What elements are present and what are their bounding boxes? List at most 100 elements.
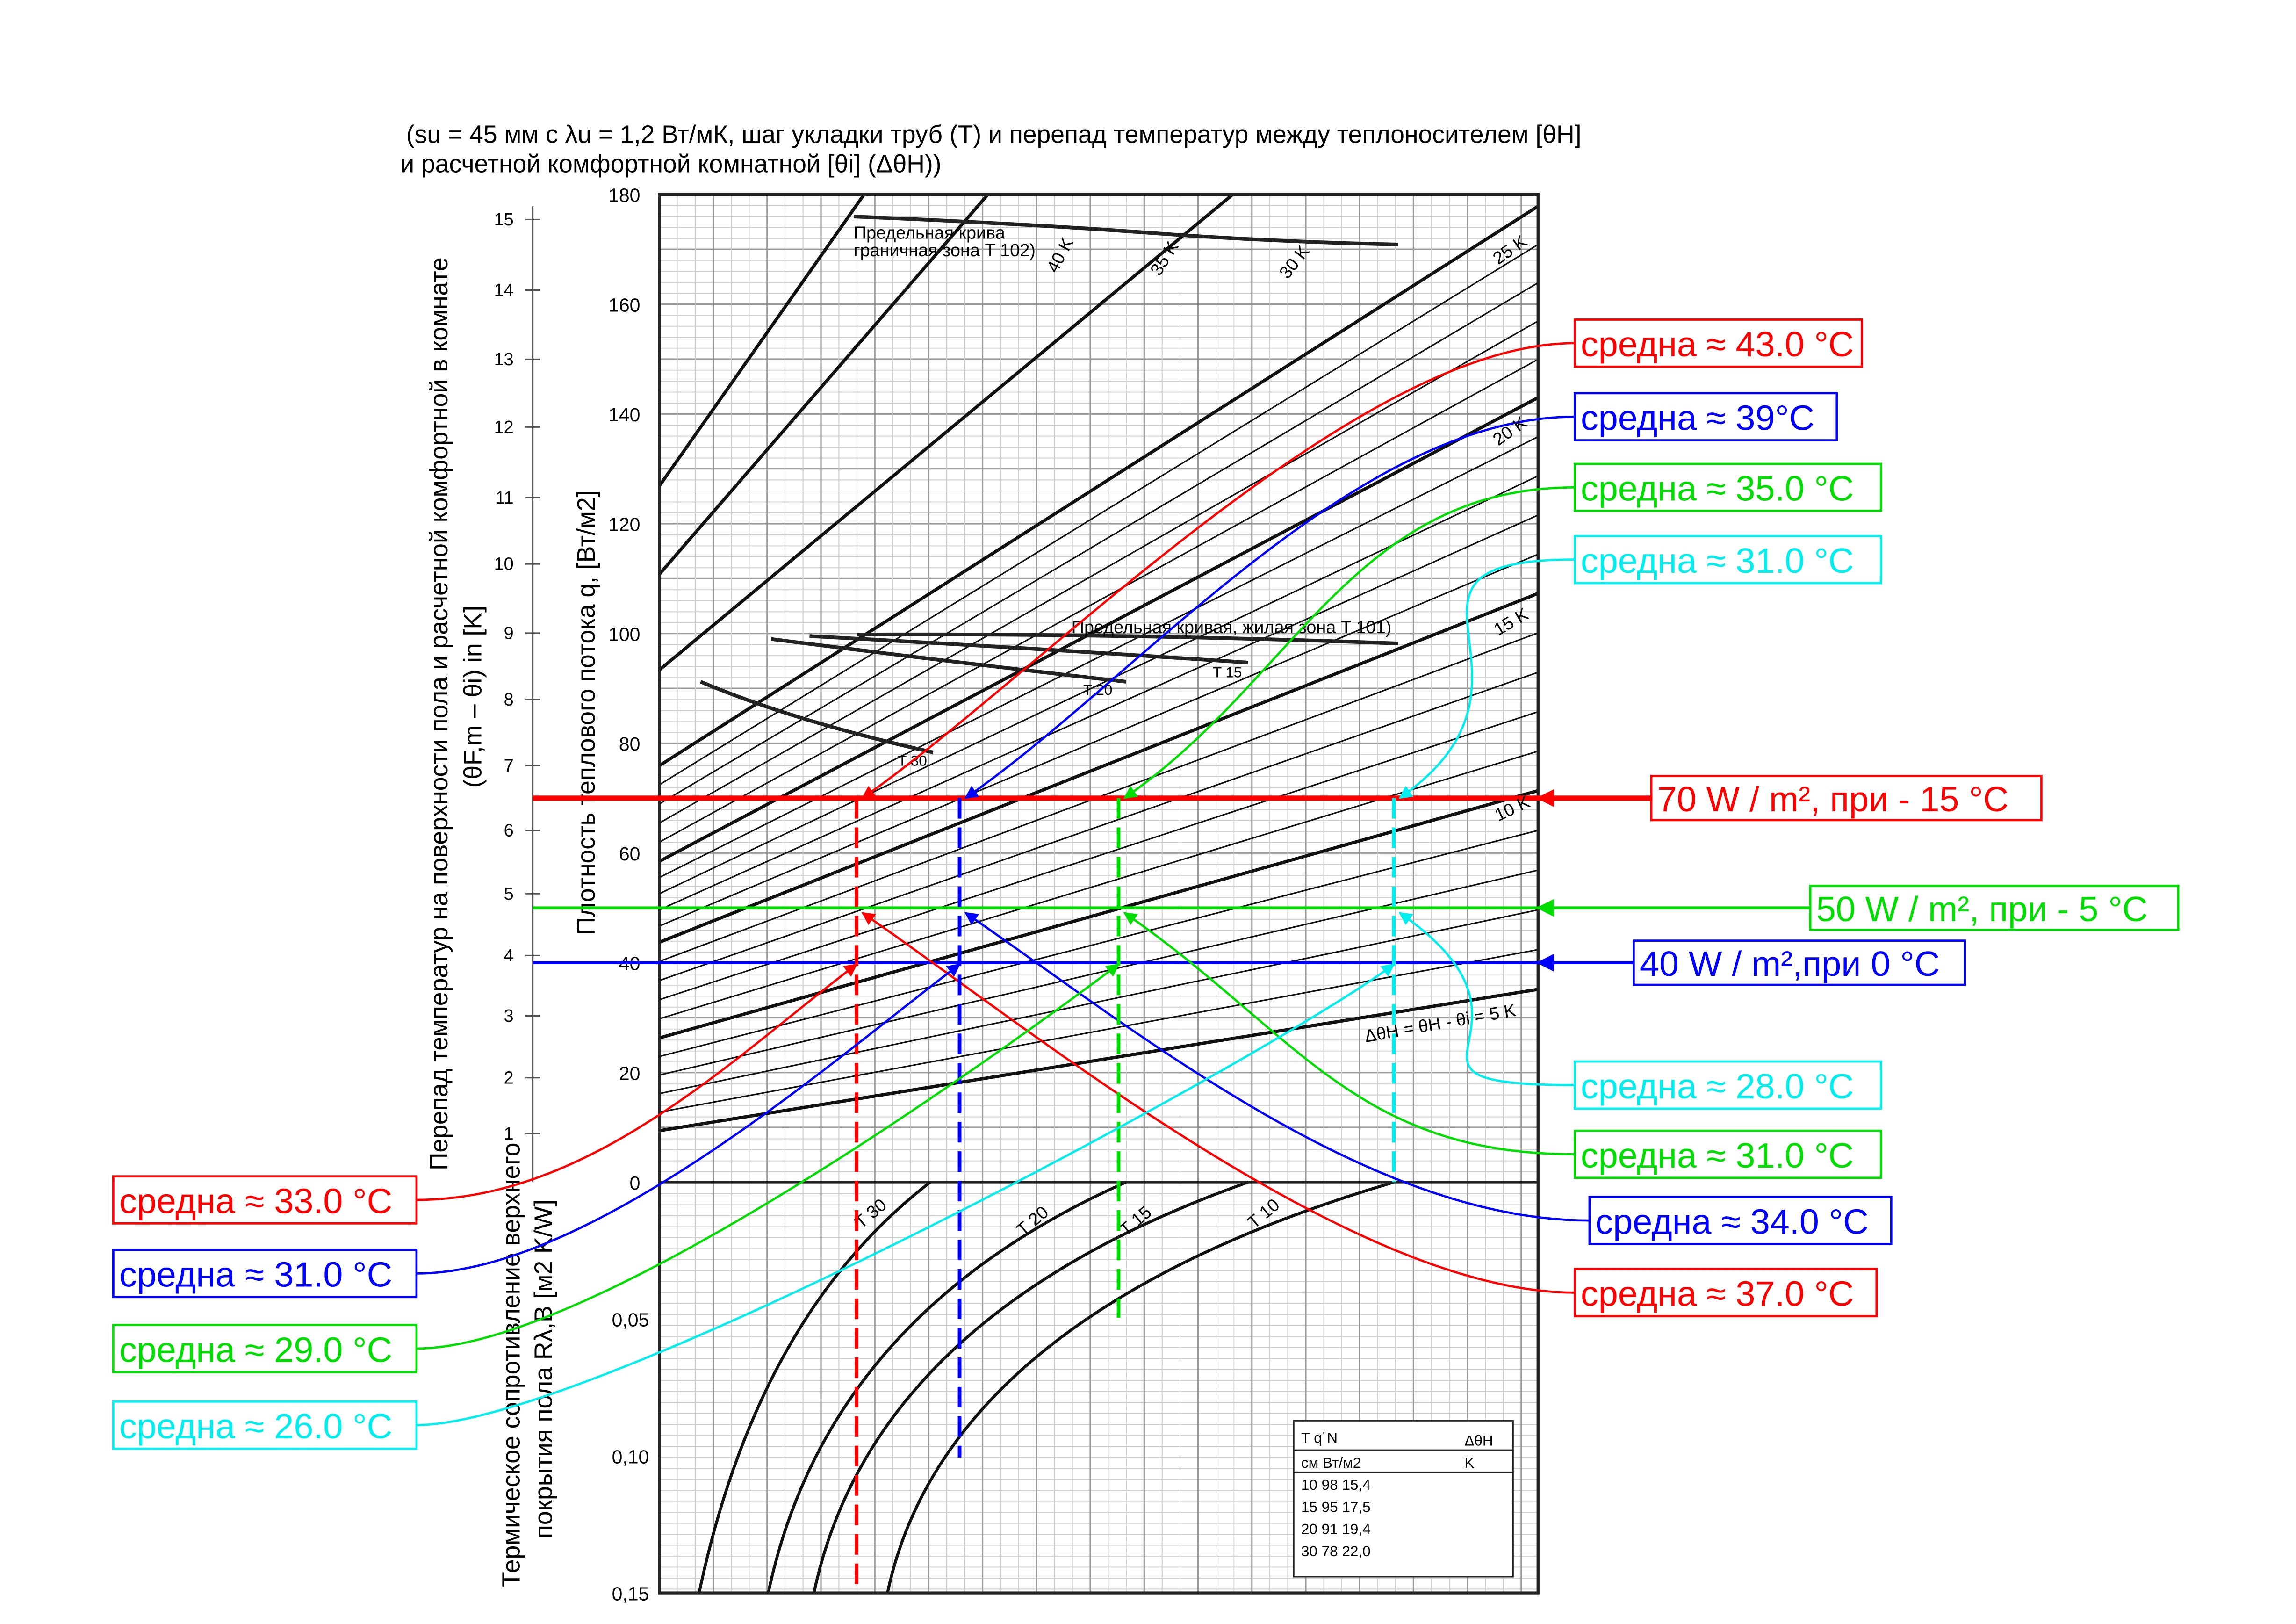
k-tick-label: 3 [504, 1006, 514, 1026]
temperature-label-box [1574, 1268, 1878, 1318]
temperature-label: средна ≈ 39°C [1581, 399, 1814, 438]
table-row: 30 78 22,0 [1301, 1543, 1371, 1559]
k-tick-label: 10 [494, 555, 514, 574]
temperature-label: средна ≈ 35.0 °C [1581, 469, 1854, 509]
delta-line-thick [659, 194, 866, 487]
table-header-delta: ΔθH [1464, 1433, 1493, 1449]
q-tick-label: 180 [608, 185, 640, 206]
delta-line-label: 25 K [1490, 231, 1531, 268]
temperature-callout-curve [416, 963, 858, 1201]
temperature-callout-curve [964, 415, 1575, 799]
temperature-label-box [1574, 392, 1838, 441]
temperature-label: средна ≈ 31.0 °C [119, 1256, 392, 1295]
operating-label-box [1809, 884, 2180, 931]
delta-line-thin [659, 282, 1538, 805]
temperature-label: средна ≈ 43.0 °C [1581, 325, 1854, 364]
r-tick-label: 0,15 [612, 1583, 649, 1604]
limit-boundary-label-1: Предельная крива [854, 223, 1005, 243]
k-tick-label: 12 [494, 418, 514, 437]
temperature-label: средна ≈ 31.0 °C [1581, 1136, 1854, 1176]
r-tick-label: 0,10 [612, 1446, 649, 1468]
pipe-curve-t20 [767, 1181, 1127, 1594]
limit-curve-t20 [771, 637, 1126, 684]
limit-curve-t15 [809, 634, 1248, 664]
k-tick-label: 1 [504, 1124, 514, 1144]
temperature-label: средна ≈ 28.0 °C [1581, 1067, 1854, 1106]
limit-label-t15: T 15 [1213, 664, 1242, 680]
delta-line-thick [659, 988, 1538, 1133]
annotations: 70 W / m², при - 15 °C 50 W / m², при - 5… [112, 318, 2180, 1593]
temperature-label: средна ≈ 34.0 °C [1596, 1202, 1869, 1241]
delta-line-thick [659, 205, 1538, 767]
pipe-curve-t30 [698, 1181, 931, 1594]
temperature-label-box [112, 1175, 418, 1225]
delta-line-thin [659, 244, 1538, 786]
delta-line-thin [659, 436, 1538, 878]
temperature-callout-curve [1123, 912, 1575, 1155]
k-tick-label: 15 [494, 210, 514, 230]
temperature-label: средна ≈ 33.0 °C [119, 1182, 392, 1221]
k-tick-label: 4 [504, 946, 514, 966]
temperature-label: средна ≈ 29.0 °C [119, 1330, 392, 1370]
delta-line-thin [659, 830, 1538, 1057]
k-tick-label: 6 [504, 821, 514, 840]
q-tick-label: 0 [630, 1172, 641, 1194]
temperature-label-box [1574, 1129, 1882, 1179]
r-axis-title-2: покрытия пола Rλ,B [м2 K/W] [530, 1199, 558, 1538]
k-tick-label: 8 [504, 690, 514, 709]
table-unit-k: K [1464, 1455, 1474, 1471]
delta-line-thick [659, 194, 1236, 671]
delta-line-thick [659, 789, 1538, 1040]
table-row: 15 95 17,5 [1301, 1499, 1371, 1515]
temperature-label: средна ≈ 31.0 °C [1581, 541, 1854, 581]
limit-curves [699, 215, 1398, 754]
legend-table: T q˙N ΔθH см Вт/м2 K 10 98 15,4 15 95 17… [1293, 1420, 1514, 1578]
temperature-label: средна ≈ 37.0 °C [1581, 1275, 1854, 1314]
delta-line-thin [659, 359, 1538, 843]
q-tick-label: 80 [619, 733, 641, 755]
delta-line-label: 35 K [1147, 238, 1183, 279]
temperature-label-box [112, 1249, 418, 1299]
k-tick-label: 9 [504, 624, 514, 643]
delta-line-thin [659, 514, 1538, 911]
operating-label: 40 W / m²,при 0 °C [1640, 945, 1940, 984]
temperature-label-box [1574, 1060, 1882, 1110]
r-tick-label: 0,05 [612, 1309, 649, 1331]
table-row: 10 98 15,4 [1301, 1477, 1371, 1493]
k-tick-label: 5 [504, 884, 514, 904]
limit-curve-t10 [857, 632, 1398, 645]
q-tick-label: 100 [608, 623, 640, 645]
temperature-label-box [1574, 534, 1882, 585]
delta-line-thin [659, 320, 1538, 824]
temperature-callout-curve [1398, 912, 1575, 1086]
limit-curve-boundary [853, 215, 1398, 246]
k-tick-label: 7 [504, 756, 514, 776]
pipe-curve-t15 [812, 1181, 1249, 1594]
temperature-callout-curve [1123, 486, 1575, 799]
chart-subtitle-line1: (su = 45 мм с λu = 1,2 Вт/мК, шаг укладк… [406, 121, 1582, 149]
delta-line-thin [659, 553, 1538, 927]
r-axis-title-1: Термическое сопротивление верхнего [497, 1142, 525, 1587]
delta-line-thick [659, 592, 1538, 944]
q-tick-label: 60 [619, 843, 641, 865]
temperature-callout-curve [964, 912, 1590, 1222]
operating-label-box [1650, 775, 2043, 822]
limit-boundary-label-2: граничная зона T 102) [854, 241, 1036, 260]
q-axis-title: Плотность теплового потока q, [Вт/м2] [573, 491, 600, 935]
temperature-label-box [1574, 318, 1863, 368]
delta-line-thin [659, 671, 1538, 982]
operating-label: 70 W / m², при - 15 °C [1657, 780, 2008, 819]
q-tick-label: 160 [608, 294, 640, 316]
operating-label-box [1633, 939, 1966, 986]
operating-label: 50 W / m², при - 5 °C [1816, 890, 2148, 929]
temperature-label: средна ≈ 26.0 °C [119, 1407, 392, 1446]
k-axis-title-1: Перепад температур на поверхности пола и… [425, 257, 453, 1170]
delta-line-thick [659, 194, 990, 576]
axes: 0204060801001201401601801514131211109876… [494, 185, 649, 1605]
k-tick-label: 2 [504, 1068, 514, 1088]
temperature-label-box [1574, 462, 1882, 512]
k-tick-label: 14 [494, 281, 514, 300]
k-tick-label: 13 [494, 350, 514, 369]
k-axis-title-2: (θF,m – θi) in [K] [459, 606, 487, 787]
